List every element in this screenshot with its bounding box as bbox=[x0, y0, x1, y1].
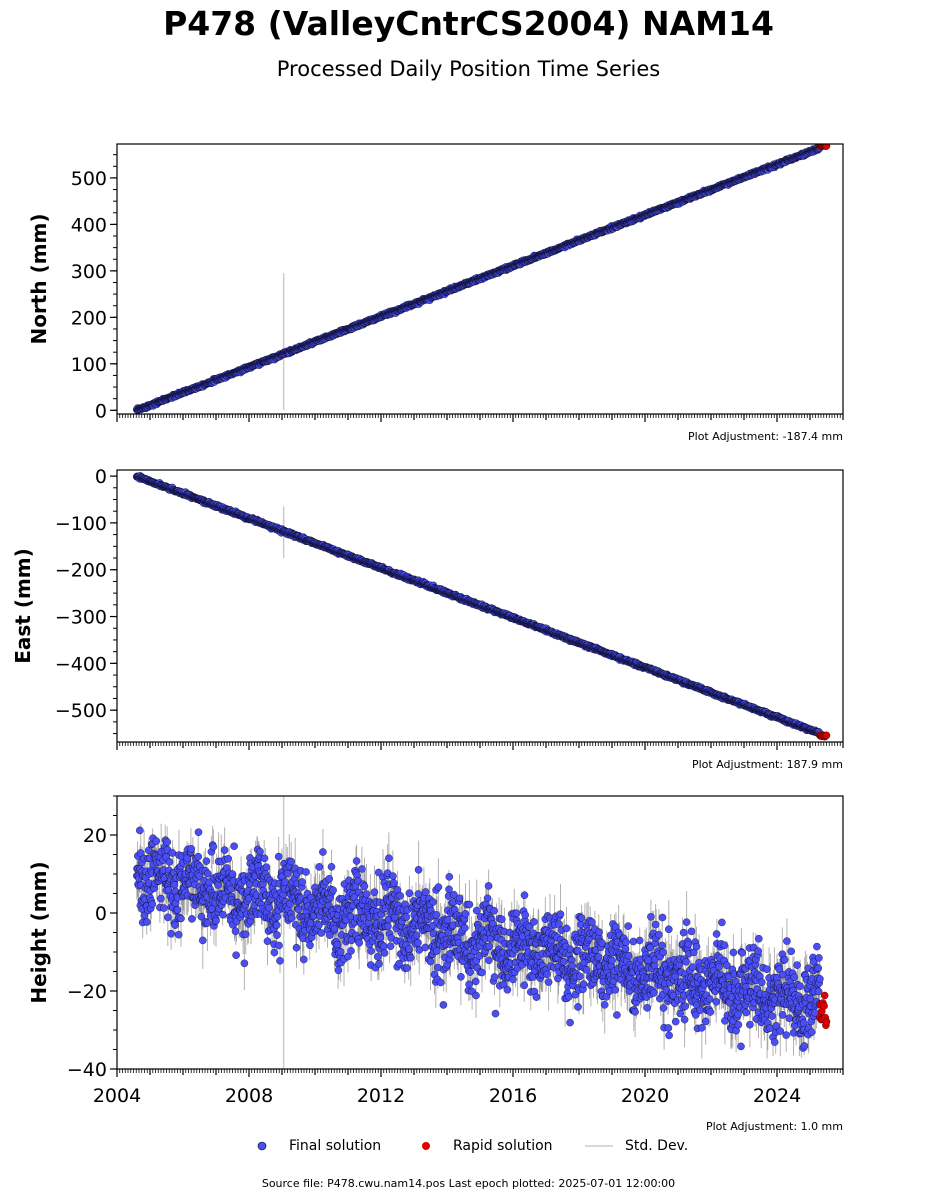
y-tick-label: 100 bbox=[71, 354, 107, 376]
y-tick-label: 300 bbox=[71, 261, 107, 283]
plot-area bbox=[133, 472, 831, 741]
y-tick-label: 400 bbox=[71, 214, 107, 236]
plot-adjustment: Plot Adjustment: -187.4 mm bbox=[688, 430, 843, 443]
panel-1: 0 100 200 300 400 500 North (mm) Plot Adjustmen… bbox=[27, 143, 844, 443]
chart-title: P478 (ValleyCntrCS2004) NAM14 bbox=[163, 4, 774, 43]
plot-area bbox=[133, 144, 831, 414]
y-tick-label: 200 bbox=[71, 307, 107, 329]
y-tick-label: 0 bbox=[95, 400, 107, 422]
final-points bbox=[133, 144, 824, 414]
rapid-points bbox=[816, 144, 831, 150]
chart-subtitle: Processed Daily Position Time Series bbox=[276, 57, 661, 81]
y-tick-label: 500 bbox=[71, 168, 107, 190]
final-points bbox=[133, 472, 824, 739]
y-axis-label: North (mm) bbox=[27, 213, 51, 344]
